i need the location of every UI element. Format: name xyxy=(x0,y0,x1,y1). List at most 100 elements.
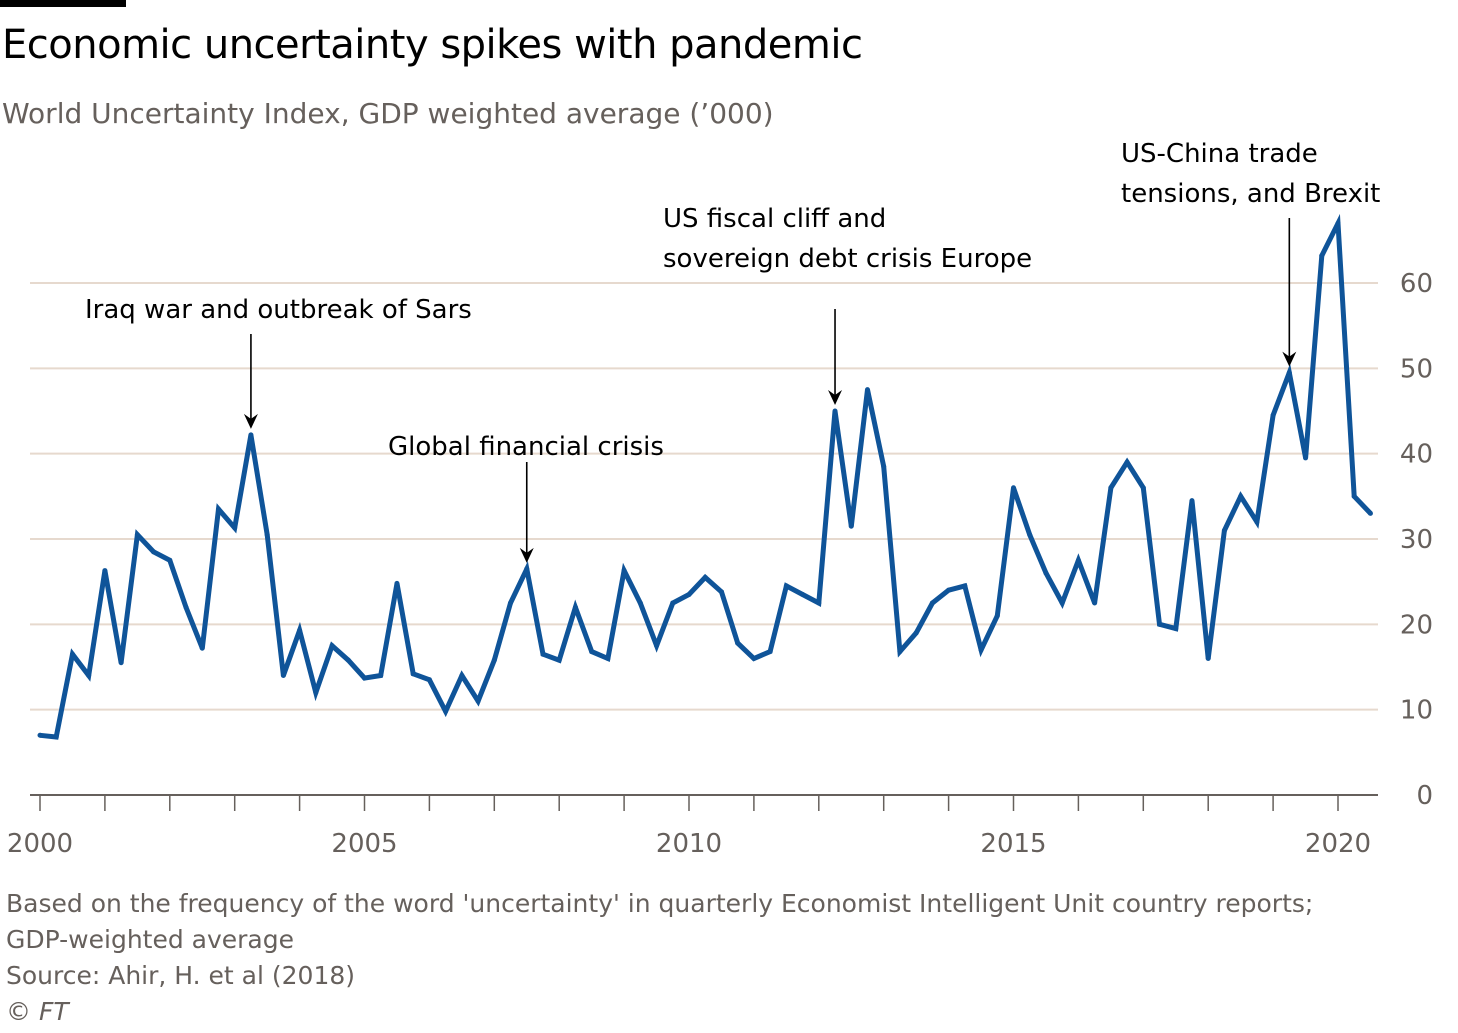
data-point xyxy=(572,604,578,610)
data-point xyxy=(1108,485,1114,491)
footer-copyright: © FT xyxy=(6,997,69,1026)
annotation-text: tensions, and Brexit xyxy=(1121,179,1380,209)
data-point xyxy=(313,690,319,696)
data-point xyxy=(605,655,611,661)
y-tick-label-30: 30 xyxy=(1400,525,1433,555)
gridlines xyxy=(30,282,1378,711)
annotation-1: Iraq war and outbreak of Sars xyxy=(85,295,472,429)
annotation-arrow-head xyxy=(519,547,534,563)
data-point xyxy=(540,651,546,657)
data-point xyxy=(1059,600,1065,606)
data-point xyxy=(378,673,384,679)
data-point xyxy=(1043,570,1049,576)
annotation-text: sovereign debt crisis Europe xyxy=(663,244,1032,274)
data-point xyxy=(345,657,351,663)
data-point xyxy=(1303,455,1309,461)
data-point xyxy=(589,649,595,655)
data-point xyxy=(1173,626,1179,632)
annotation-4: US-China trade tensions, and Brexit xyxy=(1121,139,1380,367)
x-tick-label-2010: 2010 xyxy=(656,829,722,859)
data-point xyxy=(1238,493,1244,499)
annotation-arrow-head xyxy=(828,390,843,405)
data-point xyxy=(134,532,140,538)
data-point xyxy=(329,643,335,649)
annotation-2: Global financial crisis xyxy=(388,432,664,563)
data-point xyxy=(946,587,952,593)
annotations-layer: Iraq war and outbreak of Sars Global fina… xyxy=(85,139,1380,563)
annotation-3: US fiscal cliff and sovereign debt crisis… xyxy=(663,204,1032,405)
data-point xyxy=(1157,621,1163,627)
data-point xyxy=(491,657,497,663)
data-point xyxy=(410,671,416,677)
data-point xyxy=(1027,532,1033,538)
data-point xyxy=(264,532,270,538)
data-point xyxy=(1254,519,1260,525)
annotation-text: US-China trade xyxy=(1121,139,1318,169)
annotation-text: Iraq war and outbreak of Sars xyxy=(85,295,472,325)
data-point xyxy=(718,589,724,595)
data-point xyxy=(443,708,449,714)
data-point xyxy=(475,698,481,704)
x-tick-label-2015: 2015 xyxy=(980,829,1046,859)
chart-title: Economic uncertainty spikes with pandemi… xyxy=(2,22,863,68)
data-point xyxy=(280,673,286,679)
y-tick-label-50: 50 xyxy=(1400,354,1433,384)
footer-source: Source: Ahir, H. et al (2018) xyxy=(6,961,356,990)
chart-subtitle: World Uncertainty Index, GDP weighted av… xyxy=(2,97,774,130)
data-point xyxy=(362,675,367,681)
data-point xyxy=(621,568,627,574)
data-point xyxy=(913,630,919,636)
data-point xyxy=(1319,253,1325,259)
data-point xyxy=(735,640,741,646)
data-point xyxy=(816,600,822,606)
data-point xyxy=(556,657,562,663)
data-point xyxy=(199,645,205,651)
data-point xyxy=(783,583,789,589)
data-point xyxy=(767,649,773,655)
data-point xyxy=(1205,655,1211,661)
footer-note-line1: Based on the frequency of the word 'unce… xyxy=(6,889,1314,918)
data-point xyxy=(183,604,189,610)
data-point xyxy=(637,600,643,606)
x-tick-label-2020: 2020 xyxy=(1305,829,1371,859)
y-tick-label-60: 60 xyxy=(1400,269,1433,299)
y-tick-label-20: 20 xyxy=(1400,610,1433,640)
data-point xyxy=(508,600,514,606)
line-chart: 0 10 20 30 40 50 60 2000 2005 2010 2015 2020 Iraq … xyxy=(7,139,1433,859)
data-point xyxy=(654,643,660,649)
data-point xyxy=(864,387,870,393)
data-point xyxy=(1286,370,1292,376)
data-point xyxy=(215,506,221,512)
data-point xyxy=(832,408,838,414)
data-point xyxy=(524,566,530,572)
footer-note-line2: GDP-weighted average xyxy=(6,925,295,954)
data-point xyxy=(394,580,400,586)
y-axis-labels: 0 10 20 30 40 50 60 xyxy=(1400,269,1433,811)
data-point xyxy=(1335,220,1341,226)
data-point xyxy=(929,600,935,606)
data-point xyxy=(1351,493,1357,499)
data-point xyxy=(686,591,692,597)
data-point xyxy=(978,647,984,653)
data-point xyxy=(1011,485,1016,491)
ft-top-bar xyxy=(0,0,126,7)
data-point xyxy=(751,655,757,661)
data-point xyxy=(702,574,708,580)
annotation-arrow-head xyxy=(1282,351,1297,367)
chart-footer: Based on the frequency of the word 'unce… xyxy=(6,886,1313,1030)
data-point xyxy=(897,649,903,655)
data-point xyxy=(1124,459,1130,465)
data-point xyxy=(102,568,108,574)
data-point xyxy=(426,677,432,683)
data-point xyxy=(297,627,303,633)
x-tick-label-2005: 2005 xyxy=(331,829,397,859)
data-point xyxy=(1221,527,1227,533)
y-tick-label-10: 10 xyxy=(1400,696,1433,726)
data-point xyxy=(248,432,254,438)
data-point xyxy=(1270,412,1276,418)
data-point xyxy=(459,673,465,679)
annotation-text: US fiscal cliff and xyxy=(663,204,886,234)
annotation-arrow-head xyxy=(243,413,258,429)
data-point xyxy=(118,660,124,666)
data-point xyxy=(994,613,1000,619)
